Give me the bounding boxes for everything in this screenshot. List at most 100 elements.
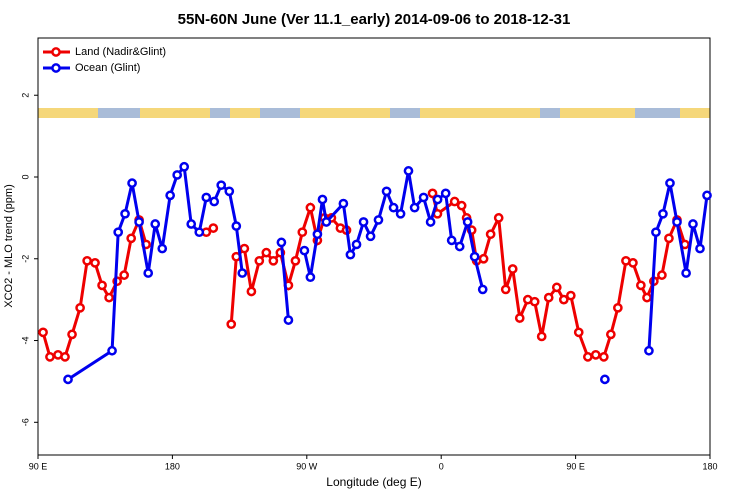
data-point xyxy=(120,208,130,219)
data-point xyxy=(97,280,107,291)
data-point xyxy=(665,178,675,188)
data-point xyxy=(695,243,705,254)
data-point xyxy=(456,200,467,211)
data-point xyxy=(75,302,85,313)
data-point xyxy=(134,217,144,227)
land-mask-strip xyxy=(38,108,710,118)
data-point xyxy=(165,190,176,201)
chart-title: 55N-60N June (Ver 11.1_early) 2014-09-06… xyxy=(178,11,571,28)
data-point xyxy=(477,284,488,295)
x-tick-label: 90 E xyxy=(566,461,585,471)
data-point xyxy=(462,217,473,227)
y-tick-label: 2 xyxy=(20,93,30,98)
data-point xyxy=(600,374,610,385)
data-point xyxy=(201,192,212,203)
data-point xyxy=(573,327,584,338)
data-point xyxy=(60,352,70,362)
y-tick-label: 0 xyxy=(20,174,30,179)
legend-label: Land (Nadir&Glint) xyxy=(75,46,166,58)
y-tick-label: -4 xyxy=(20,337,30,345)
data-point xyxy=(449,196,460,207)
data-point xyxy=(500,284,511,295)
data-point xyxy=(246,286,257,297)
data-point xyxy=(299,245,310,256)
data-point xyxy=(543,292,554,303)
data-point xyxy=(409,202,420,213)
data-point xyxy=(231,221,242,231)
data-point xyxy=(478,253,489,264)
data-point xyxy=(582,352,593,362)
data-point xyxy=(226,319,237,330)
data-point xyxy=(613,302,623,313)
data-point xyxy=(276,237,287,248)
data-point xyxy=(565,290,576,301)
series-line xyxy=(67,163,709,381)
data-point xyxy=(143,268,154,278)
data-point xyxy=(194,227,205,238)
data-point xyxy=(283,315,294,325)
data-point xyxy=(67,329,77,340)
data-point xyxy=(113,227,124,238)
data-point xyxy=(381,186,392,197)
data-point xyxy=(358,217,369,227)
data-point xyxy=(237,268,248,278)
x-tick-label: 180 xyxy=(165,461,180,471)
x-tick-label: 90 E xyxy=(29,461,48,471)
data-point xyxy=(119,270,130,280)
data-point xyxy=(224,186,235,197)
data-point xyxy=(651,227,661,238)
data-point xyxy=(351,239,362,250)
data-point xyxy=(672,217,682,227)
data-point xyxy=(664,233,674,244)
data-point xyxy=(529,296,540,307)
data-point xyxy=(551,282,562,293)
legend-label: Ocean (Glint) xyxy=(75,62,140,74)
y-tick-label: -2 xyxy=(20,255,30,263)
data-point xyxy=(688,219,698,229)
data-point xyxy=(209,196,220,207)
data-point xyxy=(644,345,654,356)
legend-marker xyxy=(51,63,61,73)
data-point xyxy=(403,166,414,176)
data-point xyxy=(261,247,272,258)
data-point xyxy=(38,327,48,338)
data-point xyxy=(305,272,316,283)
data-point xyxy=(179,161,190,172)
data-point xyxy=(82,255,92,266)
data-point xyxy=(254,255,265,266)
data-point xyxy=(107,345,117,356)
data-point xyxy=(628,258,638,268)
data-point xyxy=(446,235,457,246)
data-point xyxy=(90,258,100,268)
x-tick-label: 0 xyxy=(439,461,444,471)
data-point xyxy=(338,198,349,209)
data-point xyxy=(469,251,480,262)
data-point xyxy=(636,280,646,291)
data-point xyxy=(373,215,384,225)
x-axis-label: Longitude (deg E) xyxy=(326,475,421,489)
data-point xyxy=(418,192,429,203)
y-axis-label: XCO2 - MLO trend (ppm) xyxy=(3,184,15,307)
data-point xyxy=(657,270,667,280)
data-point xyxy=(427,188,438,199)
data-point xyxy=(172,170,183,180)
data-point xyxy=(290,255,301,266)
x-tick-label: 90 W xyxy=(296,461,318,471)
data-point xyxy=(598,352,609,362)
data-point xyxy=(150,219,161,229)
data-point xyxy=(485,229,496,240)
data-point xyxy=(507,264,518,274)
data-point xyxy=(104,292,114,303)
data-point xyxy=(658,208,668,219)
data-point xyxy=(321,217,332,227)
data-point xyxy=(454,241,465,252)
data-point xyxy=(702,190,712,201)
plot-frame xyxy=(37,37,711,456)
data-point xyxy=(642,292,652,303)
data-point xyxy=(216,180,227,191)
data-point xyxy=(388,202,399,213)
data-point xyxy=(681,268,691,278)
data-point xyxy=(268,255,279,266)
data-point xyxy=(425,217,436,227)
